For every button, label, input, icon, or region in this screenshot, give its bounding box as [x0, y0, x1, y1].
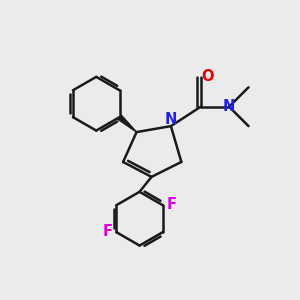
- Polygon shape: [118, 115, 136, 132]
- Text: N: N: [165, 112, 177, 127]
- Text: F: F: [102, 224, 112, 239]
- Text: N: N: [223, 99, 235, 114]
- Text: O: O: [201, 69, 214, 84]
- Text: F: F: [167, 197, 177, 212]
